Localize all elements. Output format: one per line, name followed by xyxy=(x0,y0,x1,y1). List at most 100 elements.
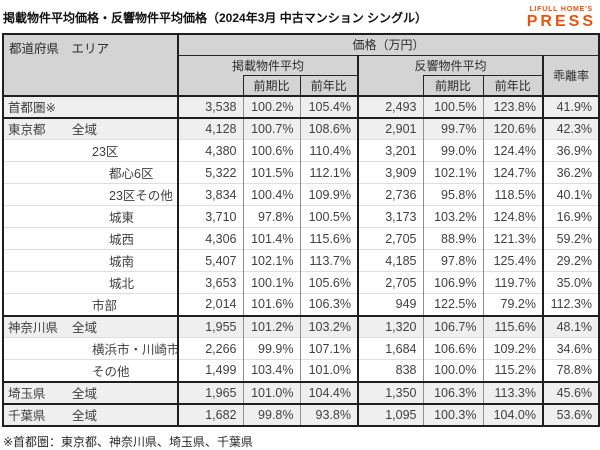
value-cell: 949 xyxy=(357,293,423,316)
table-row: 城北 3,653 100.1% 105.6% 2,705 106.9% 119.7% 35.0… xyxy=(3,271,600,294)
value-cell: 1,682 xyxy=(177,403,243,426)
value-cell: 1,350 xyxy=(357,381,423,404)
value-cell: 2,266 xyxy=(177,337,243,360)
area-name: 全域 xyxy=(72,409,98,423)
value-cell: 3,201 xyxy=(357,139,423,162)
value-cell: 104.4% xyxy=(299,381,358,404)
value-cell: 5,322 xyxy=(177,161,243,184)
value-cell: 97.8% xyxy=(422,249,483,272)
value-cell: 1,684 xyxy=(357,337,423,360)
value-cell: 101.6% xyxy=(242,293,300,316)
table-row: 埼玉県 全域 1,965 101.0% 104.4% 1,350 106.3% 113.3% 4… xyxy=(3,381,600,404)
value-cell: 106.7% xyxy=(422,315,483,338)
table-row: その他 1,499 103.4% 101.0% 838 100.0% 115.2% 78.8% xyxy=(3,359,600,382)
area-name: 城東 xyxy=(109,211,135,225)
value-cell: 115.6% xyxy=(299,227,358,250)
value-cell: 113.3% xyxy=(482,381,543,404)
prefecture-name: 東京都 xyxy=(8,123,46,138)
value-cell: 100.0% xyxy=(422,359,483,382)
value-cell: 112.1% xyxy=(299,161,358,184)
area-name: 全域 xyxy=(72,387,98,401)
row-label: 埼玉県 全域 xyxy=(3,382,178,404)
value-cell: 78.8% xyxy=(541,359,600,382)
value-cell: 1,965 xyxy=(177,381,243,404)
value-cell: 101.4% xyxy=(242,227,300,250)
value-cell: 115.6% xyxy=(482,315,543,338)
table-row: 23区 4,380 100.6% 110.4% 3,201 99.0% 124.4% 36.9… xyxy=(3,139,600,162)
prefecture-name: 首都圏※ xyxy=(8,101,56,115)
value-cell: 100.6% xyxy=(242,139,300,162)
table-row: 千葉県 全域 1,682 99.8% 93.8% 1,095 100.3% 104.0% 53.… xyxy=(3,403,600,426)
table-row: 23区その他 3,834 100.4% 109.9% 2,736 95.8% 118.5% 4… xyxy=(3,183,600,206)
value-cell: 101.0% xyxy=(299,359,358,382)
row-label: 城北 xyxy=(3,272,178,294)
header-response-average-group: 反響物件平均 xyxy=(357,54,544,75)
value-cell: 95.8% xyxy=(422,183,483,206)
row-label: 城東 xyxy=(3,206,178,228)
area-name: 23区その他 xyxy=(109,189,173,203)
area-name: 都心6区 xyxy=(109,167,154,181)
table-row: 市部 2,014 101.6% 106.3% 949 122.5% 79.2% 112.3% xyxy=(3,293,600,316)
value-cell: 107.1% xyxy=(299,337,358,360)
value-cell: 4,306 xyxy=(177,227,243,250)
area-name: 全域 xyxy=(72,321,98,336)
header-prefecture-area: 都道府県 エリア xyxy=(2,33,179,96)
value-cell: 123.8% xyxy=(482,95,543,118)
value-cell: 3,710 xyxy=(177,205,243,228)
prefecture-name: 神奈川県 xyxy=(8,321,59,336)
value-cell: 1,955 xyxy=(177,315,243,338)
value-cell: 103.2% xyxy=(299,315,358,338)
value-cell: 108.6% xyxy=(299,117,358,140)
value-cell: 104.0% xyxy=(482,403,543,426)
value-cell: 59.2% xyxy=(541,227,600,250)
figure-title: 掲載物件平均価格・反響物件平均価格（2024年3月 中古マンション シングル） xyxy=(3,11,428,25)
value-cell: 4,128 xyxy=(177,117,243,140)
header-price-unit: 価格（万円） xyxy=(176,33,600,56)
value-cell: 101.2% xyxy=(242,315,300,338)
value-cell: 102.1% xyxy=(242,249,300,272)
header-listed-prev-year: 前年比 xyxy=(299,74,359,96)
row-label: 23区その他 xyxy=(3,184,178,206)
value-cell: 5,407 xyxy=(177,249,243,272)
value-cell: 100.5% xyxy=(299,205,358,228)
header-response-value-gap xyxy=(357,75,424,96)
value-cell: 100.7% xyxy=(242,117,300,140)
header-response-prev-year: 前年比 xyxy=(482,74,544,96)
row-label: 市部 xyxy=(3,294,178,316)
value-cell: 115.2% xyxy=(482,359,543,382)
row-label: 城西 xyxy=(3,228,178,250)
area-name: 23区 xyxy=(92,145,119,159)
value-cell: 1,499 xyxy=(177,359,243,382)
prefecture-name: 埼玉県 xyxy=(8,387,46,401)
value-cell: 118.5% xyxy=(482,183,543,206)
value-cell: 3,653 xyxy=(177,271,243,294)
lifull-homes-press-logo: LIFULL HOME'S PRESS xyxy=(527,6,596,30)
title-bar: 掲載物件平均価格・反響物件平均価格（2024年3月 中古マンション シングル） … xyxy=(0,0,600,33)
table-row: 城南 5,407 102.1% 113.7% 4,185 97.8% 125.4% 29.2% xyxy=(3,249,600,272)
value-cell: 88.9% xyxy=(422,227,483,250)
value-cell: 105.6% xyxy=(299,271,358,294)
value-cell: 36.9% xyxy=(541,139,600,162)
row-label: 千葉県 全域 xyxy=(3,404,178,426)
header-deviation-rate: 乖離率 xyxy=(541,54,600,96)
value-cell: 41.9% xyxy=(541,95,600,118)
value-cell: 101.5% xyxy=(242,161,300,184)
value-cell: 125.4% xyxy=(482,249,543,272)
value-cell: 45.6% xyxy=(541,381,600,404)
value-cell: 97.8% xyxy=(242,205,300,228)
value-cell: 40.1% xyxy=(541,183,600,206)
value-cell: 16.9% xyxy=(541,205,600,228)
value-cell: 48.1% xyxy=(541,315,600,338)
row-label: 東京都 全域 xyxy=(3,118,178,140)
area-name: 城北 xyxy=(109,277,135,291)
header-response-prev-period: 前期比 xyxy=(422,74,484,96)
area-name: 城西 xyxy=(109,233,135,247)
value-cell: 36.2% xyxy=(541,161,600,184)
value-cell: 103.2% xyxy=(422,205,483,228)
prefecture-name: 千葉県 xyxy=(8,409,46,423)
header-listed-value-gap xyxy=(177,75,244,96)
value-cell: 2,493 xyxy=(357,95,423,118)
value-cell: 124.7% xyxy=(482,161,543,184)
area-name: 城南 xyxy=(109,255,135,269)
area-name: 市部 xyxy=(92,298,118,313)
